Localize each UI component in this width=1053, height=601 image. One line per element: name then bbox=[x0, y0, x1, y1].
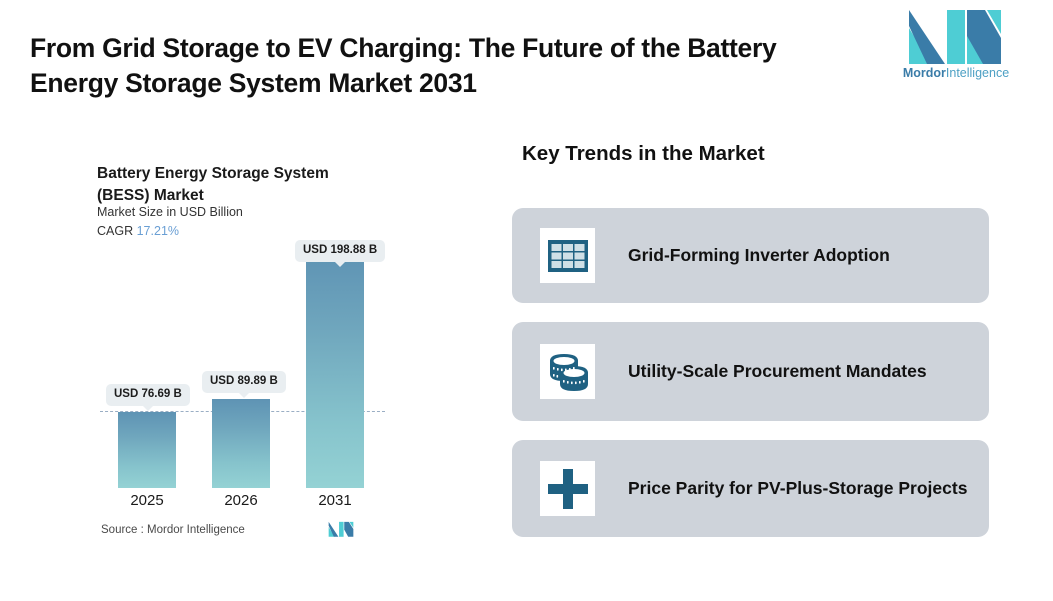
stacked-coins-icon bbox=[549, 353, 588, 391]
source-mordor-m-icon bbox=[328, 521, 354, 537]
chart-title: Battery Energy Storage System (BESS) Mar… bbox=[97, 165, 329, 204]
logo-word-intelligence: Intelligence bbox=[945, 66, 1010, 80]
bar-value-label-2025: USD 76.69 B bbox=[106, 384, 190, 410]
page-title: From Grid Storage to EV Charging: The Fu… bbox=[30, 33, 777, 99]
plus-cross-icon bbox=[547, 468, 588, 509]
trend-card-label: Utility-Scale Procurement Mandates bbox=[628, 360, 927, 381]
bar-2026 bbox=[212, 399, 270, 488]
cagr-label: CAGR bbox=[97, 224, 134, 238]
cagr-value: 17.21% bbox=[136, 224, 180, 238]
stacked-coins-icon-frame bbox=[540, 344, 595, 399]
grid-table-icon bbox=[547, 239, 588, 272]
trend-card-label: Price Parity for PV-Plus-Storage Project… bbox=[628, 477, 968, 498]
x-axis-tick-2031: 2031 bbox=[318, 492, 352, 509]
brand-logo: MordorIntelligence bbox=[900, 8, 1018, 86]
plus-cross-icon-frame bbox=[540, 461, 595, 516]
trend-card-utility-scale-procurement-mandates[interactable]: Utility-Scale Procurement Mandates bbox=[512, 322, 989, 421]
trend-card-grid-forming-inverter-adoption[interactable]: Grid-Forming Inverter Adoption bbox=[512, 208, 989, 303]
chart-panel: Battery Energy Storage System (BESS) Mar… bbox=[0, 0, 470, 601]
trend-card-label: Grid-Forming Inverter Adoption bbox=[628, 244, 890, 265]
trends-heading: Key Trends in the Market bbox=[522, 142, 765, 165]
bar-2025 bbox=[118, 412, 176, 488]
chart-source-label: Source : Mordor Intelligence bbox=[101, 524, 245, 536]
x-axis-tick-2025: 2025 bbox=[130, 492, 164, 509]
chart-cagr: CAGR 17.21% bbox=[97, 224, 179, 238]
bar-chart-plot: USD 76.69 B USD 89.89 B USD 198.88 B 202… bbox=[0, 0, 470, 601]
bar-2031 bbox=[306, 253, 364, 488]
bar-value-label-2031: USD 198.88 B bbox=[295, 240, 386, 266]
logo-wordmark: MordorIntelligence bbox=[900, 66, 1012, 80]
bar-value-label-2026: USD 89.89 B bbox=[202, 371, 286, 397]
x-axis-tick-2026: 2026 bbox=[224, 492, 258, 509]
logo-word-mordor: Mordor bbox=[902, 66, 946, 80]
grid-table-icon-frame bbox=[540, 228, 595, 283]
mordor-m-icon bbox=[909, 10, 1001, 64]
chart-subtitle: Market Size in USD Billion bbox=[97, 205, 243, 219]
trend-card-price-parity-pv-plus-storage[interactable]: Price Parity for PV-Plus-Storage Project… bbox=[512, 440, 989, 537]
